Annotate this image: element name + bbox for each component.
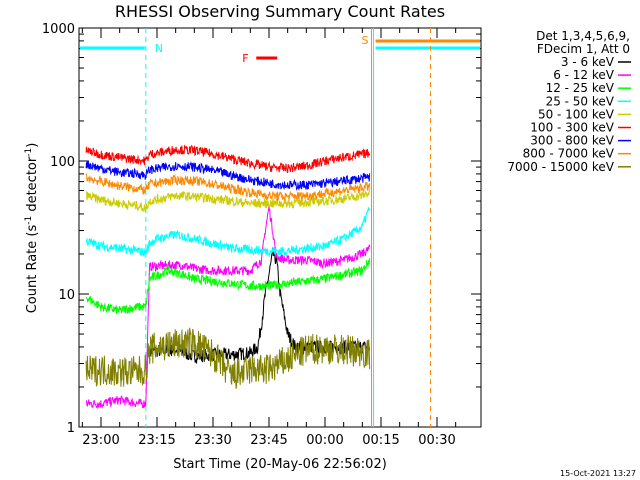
- y-tick-label: 1000: [42, 22, 75, 37]
- x-tick-label: 23:45: [250, 433, 287, 448]
- legend-entry-label: 50 - 100 keV: [538, 107, 615, 121]
- y-axis-label-end: ): [25, 143, 40, 148]
- series-line-2: [85, 258, 371, 315]
- y-axis-label-sup1: -1: [24, 216, 34, 225]
- y-tick-label: 1: [67, 421, 75, 436]
- y-axis-label-sup2: -1: [24, 148, 34, 157]
- x-tick-label: 00:00: [306, 433, 343, 448]
- legend-entry-label: 800 - 7000 keV: [523, 147, 615, 161]
- plot-area: [78, 27, 482, 428]
- night-marker-label: N: [155, 42, 163, 55]
- series-line-5: [85, 144, 371, 174]
- annotation-layer: N F S: [80, 28, 480, 427]
- legend-header-line-2: FDecim 1, Att 0: [537, 42, 630, 56]
- y-tick-label: 10: [58, 288, 75, 303]
- legend: Det 1,3,4,5,6,9, FDecim 1, Att 0 3 - 6 k…: [507, 29, 631, 174]
- legend-entry-label: 3 - 6 keV: [561, 55, 615, 69]
- legend-entry-label: 7000 - 15000 keV: [507, 160, 614, 174]
- legend-entry-label: 25 - 50 keV: [546, 94, 615, 108]
- legend-entry-label: 100 - 300 keV: [530, 121, 614, 135]
- x-tick-label: 00:15: [362, 433, 399, 448]
- x-tick-label: 23:30: [194, 433, 231, 448]
- flare-marker-label: F: [242, 52, 248, 65]
- x-tick-label: 23:15: [138, 433, 175, 448]
- y-axis-label-main: Count Rate (s: [25, 225, 40, 314]
- x-axis-label: Start Time (20-May-06 22:56:02): [173, 457, 387, 472]
- series-line-7: [85, 173, 371, 203]
- legend-entry-label: 6 - 12 keV: [553, 68, 615, 82]
- series-layer: [85, 144, 371, 410]
- generated-timestamp: 15-Oct-2021 13:27: [560, 469, 636, 478]
- x-tick-label: 23:00: [82, 433, 119, 448]
- series-line-8: [85, 327, 371, 389]
- series-line-3: [85, 206, 371, 258]
- series-line-1: [85, 205, 371, 410]
- series-line-6: [85, 160, 371, 192]
- series-line-4: [85, 188, 371, 213]
- saa-marker-label: S: [362, 34, 369, 47]
- legend-header-line-1: Det 1,3,4,5,6,9,: [536, 29, 630, 43]
- chart-title: RHESSI Observing Summary Count Rates: [115, 2, 445, 21]
- x-tick-label: 00:30: [418, 433, 455, 448]
- y-axis-label-mid: detector: [25, 156, 40, 216]
- axis-ticks: 23:00 23:15 23:30 23:45 00:00 00:15 00:30 1 10 10…: [42, 22, 481, 448]
- y-axis-label: Count Rate (s-1 detector-1): [24, 143, 40, 314]
- legend-entry-label: 300 - 800 keV: [530, 134, 614, 148]
- legend-entry-label: 12 - 25 keV: [546, 81, 615, 95]
- y-tick-label: 100: [50, 155, 75, 170]
